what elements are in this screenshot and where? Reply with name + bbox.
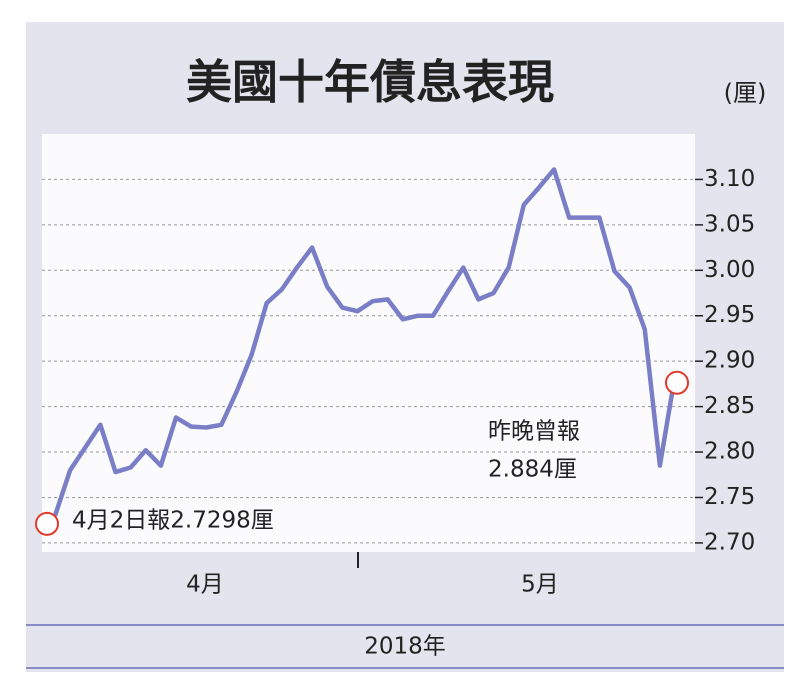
y-tick-label: 2.80 [704, 439, 755, 465]
y-tick-label: 3.10 [704, 166, 755, 192]
x-axis-title: 2018年 [364, 634, 446, 660]
chart-title: 美國十年債息表現 [186, 55, 554, 109]
y-tick-label: 2.90 [704, 348, 755, 374]
annotation: 2.884厘 [488, 457, 577, 483]
annotation: 昨晚曾報 [488, 419, 580, 445]
y-tick-label: 2.70 [704, 529, 755, 555]
y-tick-label: 2.75 [704, 484, 755, 510]
x-label: 4月 [186, 572, 224, 598]
unit-label: (厘) [724, 79, 767, 107]
y-tick-label: 3.00 [704, 257, 755, 283]
marker [665, 370, 689, 395]
plot-area [42, 134, 695, 552]
x-label: 5月 [521, 572, 559, 598]
annotation: 4月2日報2.7298厘 [72, 508, 274, 534]
line [52, 167, 678, 517]
marker [35, 511, 59, 536]
y-tick-label: 3.05 [704, 211, 755, 237]
y-tick-label: 2.95 [704, 302, 755, 328]
y-tick-label: 2.85 [704, 393, 755, 419]
